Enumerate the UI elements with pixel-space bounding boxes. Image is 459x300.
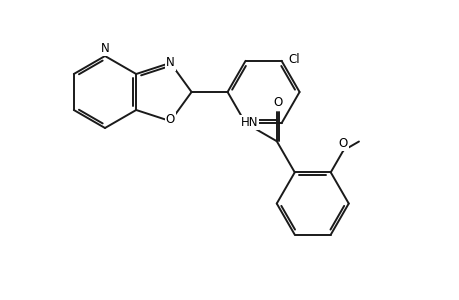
Text: O: O <box>273 96 282 110</box>
Text: O: O <box>165 113 175 126</box>
Text: Cl: Cl <box>288 53 300 66</box>
Text: O: O <box>338 136 347 149</box>
Text: HN: HN <box>240 116 257 129</box>
Text: N: N <box>101 42 109 55</box>
Text: N: N <box>166 56 174 69</box>
